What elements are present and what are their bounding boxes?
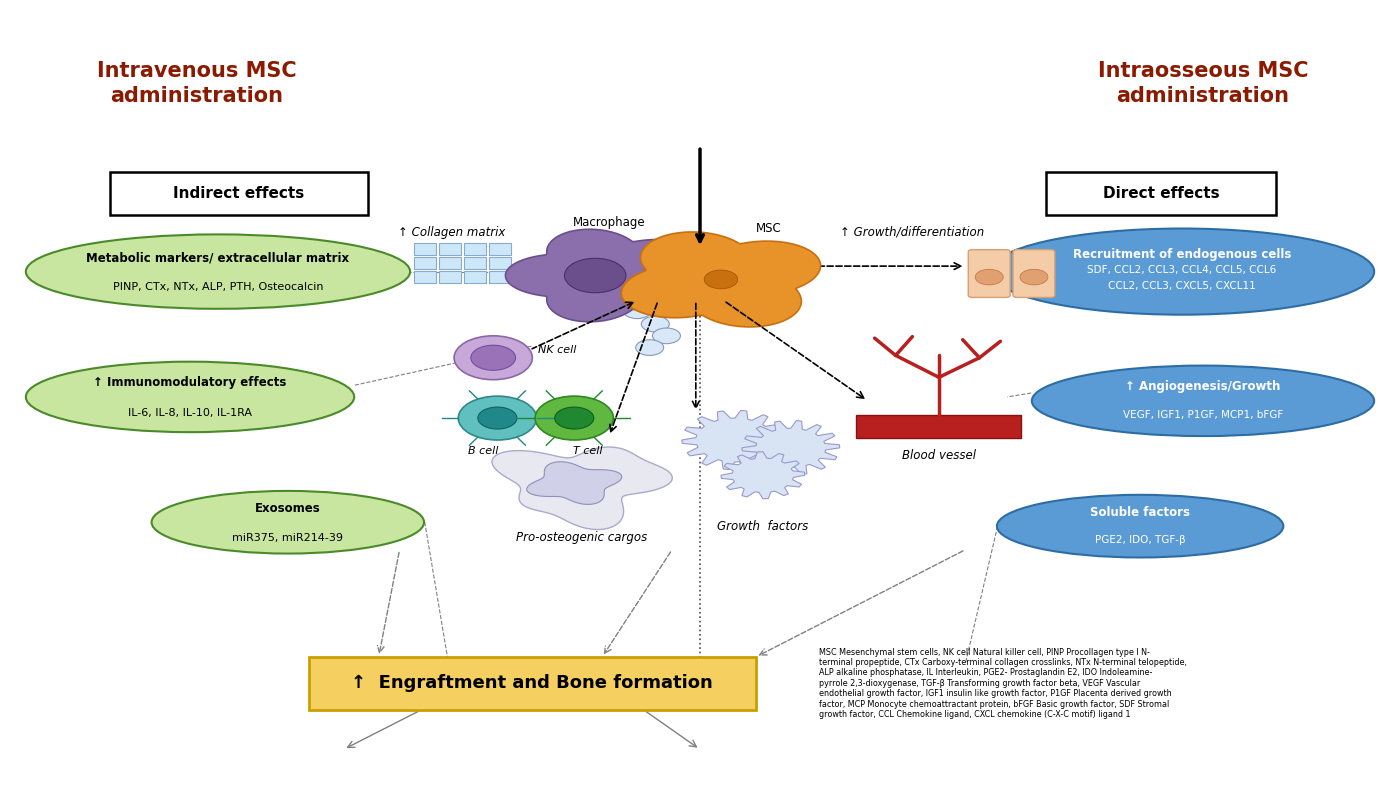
Text: ↑ Growth/differentiation: ↑ Growth/differentiation [840, 226, 984, 239]
Text: Recruitment of endogenous cells: Recruitment of endogenous cells [1072, 248, 1291, 261]
Text: miR375, miR214-39: miR375, miR214-39 [232, 533, 343, 543]
Text: Soluble factors: Soluble factors [1091, 505, 1190, 519]
Text: Macrophage: Macrophage [573, 216, 645, 229]
FancyBboxPatch shape [489, 257, 511, 270]
FancyBboxPatch shape [463, 271, 486, 283]
Text: Direct effects: Direct effects [1103, 185, 1219, 200]
FancyBboxPatch shape [438, 257, 461, 270]
Text: Blood vessel: Blood vessel [902, 450, 976, 462]
Text: MSC Mesenchymal stem cells, NK cell Natural killer cell, PINP Procollagen type I: MSC Mesenchymal stem cells, NK cell Natu… [819, 648, 1187, 719]
Circle shape [554, 407, 594, 429]
Ellipse shape [25, 362, 354, 432]
Polygon shape [742, 421, 840, 475]
FancyBboxPatch shape [109, 171, 368, 215]
Text: Growth  factors: Growth factors [717, 520, 809, 533]
FancyBboxPatch shape [413, 243, 435, 255]
Polygon shape [491, 447, 672, 530]
Ellipse shape [990, 229, 1375, 314]
Polygon shape [721, 452, 805, 499]
Text: Metabolic markers/ extracellular matrix: Metabolic markers/ extracellular matrix [87, 251, 350, 264]
FancyBboxPatch shape [1014, 250, 1054, 297]
Circle shape [454, 336, 532, 380]
Text: T cell: T cell [574, 446, 603, 456]
Ellipse shape [1032, 365, 1375, 436]
Text: B cell: B cell [468, 446, 498, 456]
Polygon shape [505, 230, 701, 321]
Polygon shape [526, 461, 622, 505]
Text: Intraosseous MSC
administration: Intraosseous MSC administration [1098, 61, 1308, 106]
Polygon shape [682, 410, 788, 469]
FancyBboxPatch shape [413, 257, 435, 270]
FancyBboxPatch shape [438, 243, 461, 255]
Text: VEGF, IGF1, P1GF, MCP1, bFGF: VEGF, IGF1, P1GF, MCP1, bFGF [1123, 410, 1284, 420]
Polygon shape [622, 232, 820, 327]
Ellipse shape [997, 495, 1284, 557]
Circle shape [470, 345, 515, 370]
Text: Exosomes: Exosomes [255, 501, 321, 515]
FancyBboxPatch shape [969, 250, 1011, 297]
FancyBboxPatch shape [413, 271, 435, 283]
FancyBboxPatch shape [463, 243, 486, 255]
Circle shape [477, 407, 517, 429]
Ellipse shape [151, 491, 424, 553]
Text: MSC: MSC [756, 222, 781, 235]
FancyBboxPatch shape [309, 657, 756, 711]
Text: ↑  Engraftment and Bone formation: ↑ Engraftment and Bone formation [351, 674, 713, 692]
Text: ↑ Collagen matrix: ↑ Collagen matrix [398, 226, 505, 239]
Text: ↑ Angiogenesis/Growth: ↑ Angiogenesis/Growth [1126, 380, 1281, 393]
Text: ↑ Immunomodulatory effects: ↑ Immunomodulatory effects [94, 376, 287, 389]
FancyBboxPatch shape [489, 271, 511, 283]
Text: Pro-osteogenic cargos: Pro-osteogenic cargos [515, 531, 647, 545]
Circle shape [564, 259, 626, 292]
Circle shape [636, 340, 664, 355]
Text: PGE2, IDO, TGF-β: PGE2, IDO, TGF-β [1095, 535, 1186, 545]
FancyBboxPatch shape [489, 243, 511, 255]
Text: SDF, CCL2, CCL3, CCL4, CCL5, CCL6: SDF, CCL2, CCL3, CCL4, CCL5, CCL6 [1088, 265, 1277, 275]
Text: IL-6, IL-8, IL-10, IL-1RA: IL-6, IL-8, IL-10, IL-1RA [127, 408, 252, 417]
Text: NK cell: NK cell [538, 345, 577, 355]
FancyBboxPatch shape [1046, 171, 1277, 215]
Text: Intravenous MSC
administration: Intravenous MSC administration [97, 61, 297, 106]
FancyBboxPatch shape [463, 257, 486, 270]
Text: Indirect effects: Indirect effects [174, 185, 305, 200]
Ellipse shape [25, 234, 410, 309]
Circle shape [641, 316, 669, 332]
Circle shape [1021, 270, 1049, 285]
Text: CCL2, CCL3, CXCL5, CXCL11: CCL2, CCL3, CXCL5, CXCL11 [1109, 281, 1256, 291]
FancyBboxPatch shape [438, 271, 461, 283]
Circle shape [652, 328, 680, 343]
Text: PINP, CTx, NTx, ALP, PTH, Osteocalcin: PINP, CTx, NTx, ALP, PTH, Osteocalcin [113, 282, 323, 292]
Circle shape [704, 270, 738, 288]
Circle shape [458, 396, 536, 440]
Circle shape [535, 396, 613, 440]
Circle shape [623, 303, 651, 318]
Circle shape [976, 270, 1004, 285]
FancyBboxPatch shape [857, 415, 1022, 439]
